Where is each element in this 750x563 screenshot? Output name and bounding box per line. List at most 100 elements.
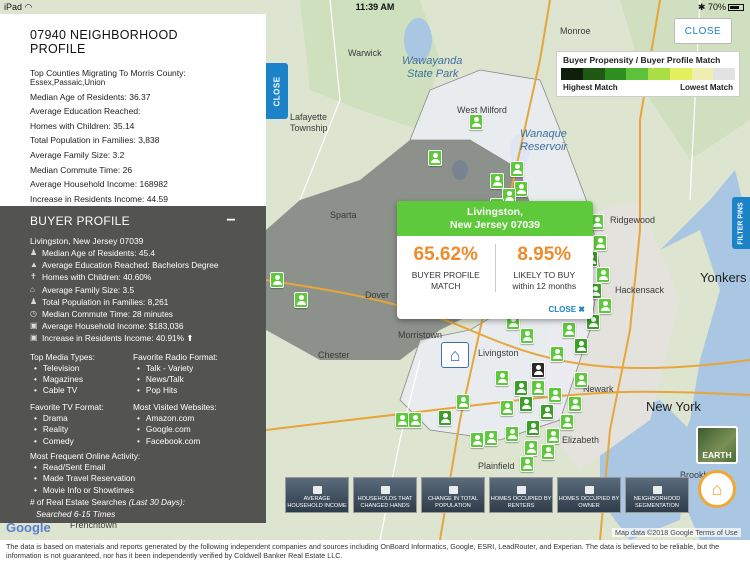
tv-title: Favorite TV Format: <box>30 401 104 412</box>
map-label-west-milford: West Milford <box>457 105 507 115</box>
popup-close-button[interactable]: CLOSE ✖ <box>548 305 585 314</box>
legend-swatch <box>582 68 605 80</box>
income-icon <box>312 486 322 495</box>
map-pin[interactable] <box>519 396 533 412</box>
searches-title: # of Real Estate Searches (Last 30 Days)… <box>30 497 185 508</box>
map-pin[interactable] <box>514 380 528 396</box>
layer-households-changed-hands[interactable]: HOUSEHOLDS THAT CHANGED HANDS <box>353 477 417 513</box>
buyer-row: ▲ Average Education Reached: Bachelors De… <box>30 260 219 271</box>
map-pin[interactable] <box>574 372 588 388</box>
map-pin[interactable] <box>270 272 284 288</box>
map-pin[interactable] <box>541 444 555 460</box>
home-location-icon: ⌂ <box>711 478 723 499</box>
map-pin[interactable] <box>568 396 582 412</box>
population-icon <box>448 486 458 495</box>
map-pin[interactable] <box>294 292 308 308</box>
clock: 11:39 AM <box>355 2 395 12</box>
map-pin[interactable] <box>526 420 540 436</box>
map-label-hackensack: Hackensack <box>615 285 665 295</box>
map-label-wawayanda: Wawayanda <box>402 55 463 67</box>
map-pin[interactable] <box>408 412 422 428</box>
popup-header: Livingston, New Jersey 07039 <box>397 201 593 236</box>
map-pin[interactable] <box>510 161 524 177</box>
map-label-dover: Dover <box>365 290 390 300</box>
earth-view-button[interactable]: EARTH <box>696 426 738 464</box>
list-item: Made Travel Reservation <box>30 473 236 484</box>
home-location-pin[interactable]: ⌂ <box>441 342 469 368</box>
disclaimer-footer: The data is based on materials and repor… <box>0 540 750 563</box>
map-pin[interactable] <box>395 412 409 428</box>
map-label-chester: Chester <box>318 350 350 360</box>
stat-household-income: Average Household Income: 168982 <box>30 179 168 190</box>
map-pin[interactable] <box>438 410 452 426</box>
map-pin[interactable] <box>598 298 612 314</box>
list-item: Amazon.com <box>133 413 236 424</box>
map-pin[interactable] <box>520 328 534 344</box>
stat-education: Average Education Reached: <box>30 106 141 117</box>
map-pin[interactable] <box>428 150 442 166</box>
home-icon: ⌂ <box>449 345 461 365</box>
close-button[interactable]: CLOSE <box>674 18 732 44</box>
map-label-new-york: New York <box>646 399 701 414</box>
list-item: News/Talk <box>133 374 236 385</box>
map-label-brooklyn: Brooklyn <box>680 470 716 480</box>
map-pin[interactable] <box>593 235 607 251</box>
owner-icon <box>584 486 594 495</box>
close-panel-tab[interactable]: CLOSE <box>266 63 288 119</box>
map-pin[interactable] <box>596 267 610 283</box>
clock-icon: ◷ <box>30 309 37 319</box>
stat-homes-children: Homes with Children: 35.14 <box>30 120 135 131</box>
map-pin[interactable] <box>470 432 484 448</box>
map-pin[interactable] <box>562 322 576 338</box>
map-pin[interactable] <box>520 456 534 472</box>
locate-button[interactable]: ⌂ <box>698 470 736 508</box>
legend-swatch <box>713 68 735 80</box>
map-pin[interactable] <box>500 400 514 416</box>
map-pin[interactable] <box>456 394 470 410</box>
layer-toolbar: AVERAGE HOUSEHOLD INCOME HOUSEHOLDS THAT… <box>285 477 689 513</box>
map-pin[interactable] <box>531 380 545 396</box>
map-label-township: Township <box>290 123 328 133</box>
map-pin[interactable] <box>574 338 588 354</box>
layer-neighborhood-segmentation[interactable]: NEIGHBORHOOD SEGMENTATION <box>625 477 689 513</box>
layer-homes-owner[interactable]: HOMES OCCUPIED BY OWNER <box>557 477 621 513</box>
money-up-icon: ▣ <box>30 333 38 343</box>
map-pin[interactable] <box>560 414 574 430</box>
layer-change-total-population[interactable]: CHANGE IN TOTAL POPULATION <box>421 477 485 513</box>
map-pin[interactable] <box>546 428 560 444</box>
layer-homes-renters[interactable]: HOMES OCCUPIED BY RENTERS <box>489 477 553 513</box>
map-pin[interactable] <box>505 426 519 442</box>
list-item: Comedy <box>30 436 133 447</box>
map-attribution[interactable]: Map data ©2018 Google Terms of Use <box>612 528 741 537</box>
legend-swatch <box>561 68 583 80</box>
map-pin[interactable] <box>548 387 562 403</box>
map-pin[interactable] <box>550 346 564 362</box>
map-pin[interactable] <box>540 404 554 420</box>
map-label-lafayette: Lafayette <box>290 112 328 122</box>
buyer-row: ✝ Homes with Children: 40.60% <box>30 272 152 283</box>
map-label-warwick: Warwick <box>348 48 382 58</box>
collapse-button[interactable]: − <box>226 212 236 229</box>
map-pin[interactable] <box>484 430 498 446</box>
segmentation-icon <box>652 486 662 495</box>
map-pin[interactable] <box>469 114 483 130</box>
stat-income-increase: Increase in Residents Income: 44.59 <box>30 193 168 204</box>
map-pin[interactable] <box>531 362 545 378</box>
map-pin[interactable] <box>524 440 538 456</box>
stat-population-families: Total Population in Families: 3,838 <box>30 135 160 146</box>
likely-label: LIKELY TO BUY within 12 months <box>512 270 577 291</box>
money-icon: ▣ <box>30 321 38 331</box>
filter-pins-tab[interactable]: FILTER PINS <box>732 197 750 249</box>
map-label-frenchtown: Frenchtown <box>70 520 118 530</box>
map-pin[interactable] <box>495 370 509 386</box>
top-counties-value: Essex,Passaic,Union <box>30 77 106 87</box>
legend-lowest: Lowest Match <box>680 83 733 92</box>
map-pin[interactable] <box>514 181 528 197</box>
stat-family-size: Average Family Size: 3.2 <box>30 149 125 160</box>
map-pin[interactable] <box>490 173 504 189</box>
map-label-state-park: State Park <box>407 68 459 80</box>
radio-title: Favorite Radio Format: <box>133 351 218 362</box>
map-pin[interactable] <box>502 188 516 204</box>
legend-swatch <box>648 68 670 80</box>
layer-average-household-income[interactable]: AVERAGE HOUSEHOLD INCOME <box>285 477 349 513</box>
